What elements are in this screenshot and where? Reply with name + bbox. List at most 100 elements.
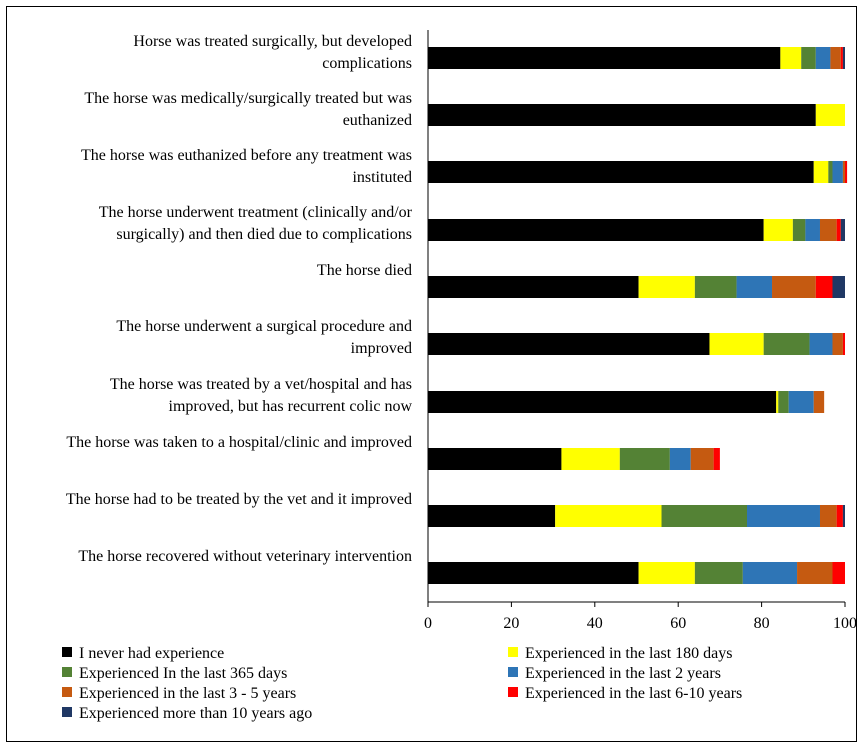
bar-segment: [836, 505, 843, 527]
bar-segment: [809, 333, 833, 355]
category-label: Horse was treated surgically, but develo…: [133, 33, 412, 50]
legend-swatch: [62, 667, 72, 677]
bar-segment: [842, 333, 845, 355]
x-tick-label: 100: [833, 615, 857, 632]
x-axis: 0 20 40 60 80 100: [424, 30, 857, 632]
bar-segment: [561, 448, 620, 470]
bar-segment: [736, 276, 773, 298]
legend-label: Experienced more than 10 years ago: [79, 705, 312, 722]
bar-segment: [813, 391, 825, 413]
bar-segment: [815, 276, 833, 298]
legend-swatch: [62, 687, 72, 697]
category-label: The horse underwent treatment (clinicall…: [99, 204, 413, 221]
category-label: instituted: [352, 169, 412, 186]
category-label: The horse recovered without veterinary i…: [78, 548, 412, 565]
category-label: The horse was treated by a vet/hospital …: [110, 376, 412, 393]
legend-label: I never had experience: [79, 645, 224, 662]
x-tick-label: 80: [754, 615, 770, 632]
category-label: The horse died: [317, 262, 412, 279]
x-tick-label: 40: [587, 615, 603, 632]
bar-segment: [805, 219, 820, 241]
bar-segment: [555, 505, 662, 527]
category-label: The horse had to be treated by the vet a…: [66, 491, 412, 508]
bar-segment: [801, 47, 816, 69]
bar-segment: [813, 161, 829, 183]
bars-group: [428, 47, 848, 584]
bar-segment: [832, 276, 845, 298]
category-labels-group: Horse was treated surgically, but develo…: [66, 33, 413, 565]
legend-label: Experienced in the last 6-10 years: [525, 685, 742, 702]
legend-swatch: [62, 647, 72, 657]
bar-segment: [694, 276, 737, 298]
category-label: euthanized: [343, 112, 412, 129]
bar-segment: [428, 562, 639, 584]
legend-label: Experienced in the last 3 - 5 years: [79, 685, 296, 702]
legend: I never had experience Experienced in the…: [62, 645, 742, 722]
bar-segment: [776, 391, 779, 413]
bar-segment: [780, 47, 802, 69]
bar-segment: [428, 333, 710, 355]
legend-swatch: [508, 647, 518, 657]
bar-segment: [428, 47, 781, 69]
bar-segment: [828, 161, 833, 183]
bar-segment: [428, 448, 562, 470]
bar-segment: [690, 448, 714, 470]
bar-segment: [842, 47, 845, 69]
x-tick-label: 60: [670, 615, 686, 632]
category-label: The horse was euthanized before any trea…: [81, 147, 412, 164]
bar-segment: [638, 562, 695, 584]
bar-segment: [742, 562, 798, 584]
bar-segment: [815, 104, 845, 126]
bar-segment: [792, 219, 806, 241]
category-label: improved: [351, 340, 412, 357]
bar-segment: [619, 448, 670, 470]
category-label: The horse was taken to a hospital/clinic…: [66, 434, 412, 451]
chart-frame: [6, 6, 857, 742]
bar-segment: [772, 276, 816, 298]
bar-segment: [428, 391, 777, 413]
bar-segment: [694, 562, 743, 584]
bar-segment: [832, 161, 843, 183]
x-tick-label: 20: [503, 615, 519, 632]
bar-segment: [778, 391, 789, 413]
category-label: The horse underwent a surgical procedure…: [116, 318, 412, 335]
legend-label: Experienced in the last 2 years: [525, 665, 721, 682]
bar-segment: [797, 562, 833, 584]
bar-segment: [840, 47, 843, 69]
bar-segment: [815, 47, 831, 69]
legend-swatch: [62, 707, 72, 717]
bar-segment: [763, 333, 810, 355]
bar-segment: [842, 505, 845, 527]
bar-segment: [763, 219, 793, 241]
bar-segment: [669, 448, 691, 470]
bar-segment: [428, 104, 816, 126]
bar-segment: [819, 219, 837, 241]
category-label: complications: [322, 55, 412, 72]
bar-segment: [788, 391, 814, 413]
bar-segment: [713, 448, 720, 470]
legend-label: Experienced in the last 180 days: [525, 645, 733, 662]
bar-segment: [836, 219, 841, 241]
category-label: improved, but has recurrent colic now: [169, 398, 413, 415]
bar-segment: [709, 333, 764, 355]
bar-segment: [428, 505, 556, 527]
bar-segment: [845, 161, 848, 183]
legend-label: Experienced In the last 365 days: [79, 665, 287, 682]
legend-swatch: [508, 687, 518, 697]
category-label: surgically) and then died due to complic…: [116, 226, 412, 243]
bar-segment: [428, 276, 639, 298]
legend-swatch: [508, 667, 518, 677]
category-label: The horse was medically/surgically treat…: [84, 90, 412, 107]
bar-segment: [832, 333, 843, 355]
bar-segment: [428, 219, 764, 241]
bar-segment: [638, 276, 695, 298]
bar-segment: [832, 562, 845, 584]
bar-segment: [661, 505, 748, 527]
bar-segment: [842, 161, 845, 183]
bar-segment: [428, 161, 814, 183]
bar-segment: [840, 219, 845, 241]
bar-segment: [819, 505, 837, 527]
bar-segment: [830, 47, 841, 69]
bar-segment: [747, 505, 820, 527]
